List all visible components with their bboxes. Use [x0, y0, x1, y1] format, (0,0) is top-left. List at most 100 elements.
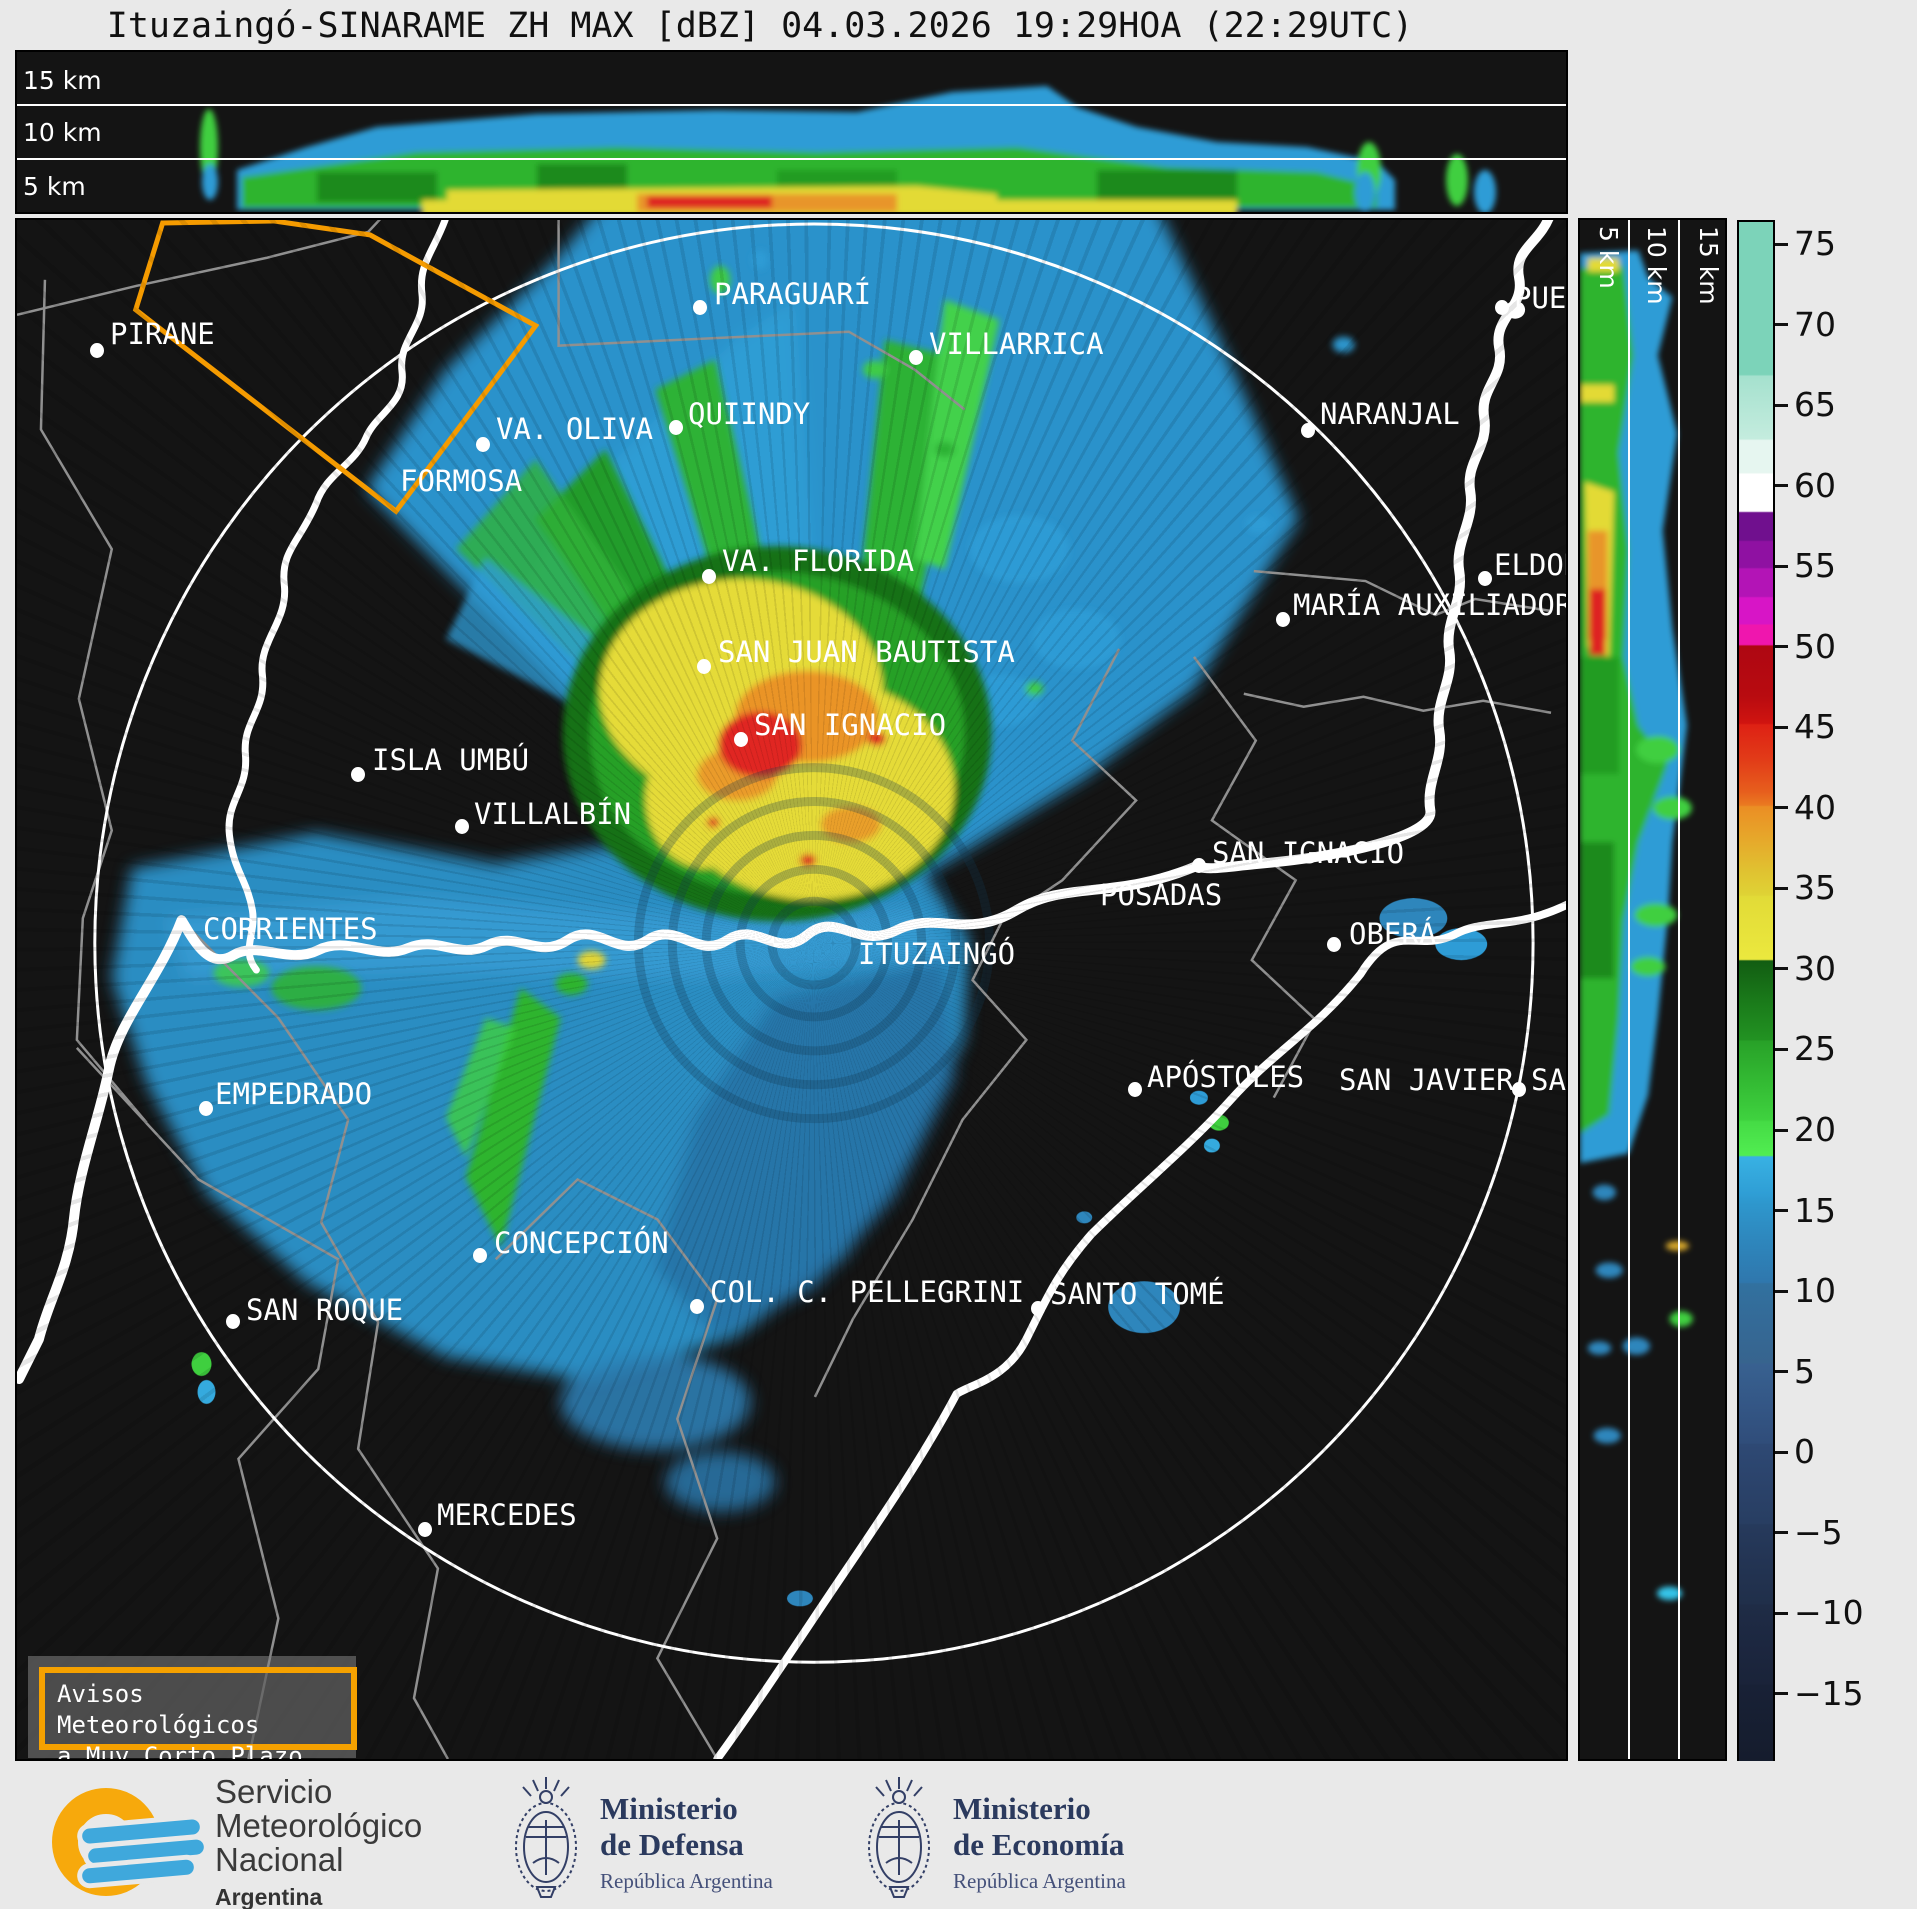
colorbar-tick-label: 55 [1794, 546, 1836, 586]
colorbar-tick-label: 65 [1794, 385, 1836, 425]
colorbar-tick-label: 0 [1794, 1432, 1815, 1472]
colorbar-tick-label: 50 [1794, 626, 1836, 666]
height-line-5km [17, 158, 1566, 160]
city-marker [669, 420, 683, 435]
footer: Servicio Meteorológico Nacional Argentin… [0, 1761, 1917, 1909]
colorbar-tick [1775, 967, 1788, 971]
colorbar-tick [1775, 806, 1788, 810]
city-label: VILLALBÍN [474, 797, 632, 831]
city-marker [455, 819, 469, 834]
warning-legend-border: Avisos Meteorológicos a Muy Corto Plazo [39, 1667, 357, 1759]
ns-cross-section-echoes [1580, 250, 1693, 1601]
economia-line3: República Argentina [953, 1869, 1126, 1893]
city-label: ITUZAINGÓ [858, 937, 1016, 971]
city-marker [90, 343, 104, 358]
city-marker [1478, 571, 1492, 586]
argentina-crest-icon [868, 1777, 930, 1898]
page-title: Ituzaingó-SINARAME ZH MAX [dBZ] 04.03.20… [106, 6, 1414, 46]
colorbar-tick-label: 5 [1794, 1351, 1815, 1391]
height-line-10km-v [1678, 220, 1680, 1759]
warning-legend-box: Avisos Meteorológicos a Muy Corto Plazo [28, 1656, 357, 1759]
height-label-15km: 15 km [23, 66, 102, 95]
colorbar-tick-label: 15 [1794, 1190, 1836, 1230]
height-line-5km-v [1628, 220, 1630, 1759]
city-label: MARÍA AUXILIADOR [1293, 588, 1568, 622]
radar-ppi-map: PIRANE VA. OLIVA FORMOSA PARAGUARÍ VILLARRIC… [15, 218, 1568, 1761]
city-label: VA. OLIVA [496, 412, 654, 446]
city-label: SAN JAVIER [1339, 1063, 1514, 1097]
city-label: VA. FLORIDA [722, 544, 915, 578]
height-label-15km-v: 15 km [1694, 226, 1723, 305]
city-label: SAN ROQUE [246, 1293, 404, 1327]
ew-cross-section-echoes [200, 86, 1496, 212]
city-marker [1128, 1082, 1142, 1097]
city-marker [697, 659, 711, 674]
warning-legend-line1: Avisos Meteorológicos [57, 1680, 260, 1739]
smn-line2: Meteorológico [215, 1807, 423, 1844]
radar-ray-texture [17, 220, 1566, 1759]
defensa-line2: de Defensa [600, 1827, 744, 1862]
colorbar-tick [1775, 1611, 1788, 1615]
colorbar-tick [1775, 725, 1788, 729]
echo-storm-core [562, 546, 992, 922]
colorbar-tick [1775, 1692, 1788, 1696]
warning-polygon [132, 220, 540, 515]
colorbar-tick [1775, 564, 1788, 568]
colorbar-tick [1775, 645, 1788, 649]
economia-line2: de Economía [953, 1827, 1125, 1862]
city-marker [476, 437, 490, 452]
colorbar-tick-label: 25 [1794, 1029, 1836, 1069]
colorbar-tick [1775, 1450, 1788, 1454]
colorbar-tick-label: −5 [1794, 1512, 1843, 1552]
colorbar-tick-label: 10 [1794, 1271, 1836, 1311]
city-marker [693, 300, 707, 315]
city-marker [418, 1522, 432, 1537]
colorbar-tick [1775, 1047, 1788, 1051]
warning-legend-line2: a Muy Corto Plazo [57, 1742, 303, 1761]
city-marker [909, 350, 923, 365]
colorbar-tick-label: 45 [1794, 707, 1836, 747]
city-label: SAI [1531, 1063, 1566, 1097]
defensa-line1: Ministerio [600, 1791, 738, 1826]
colorbar-tick-label: 20 [1794, 1110, 1836, 1150]
colorbar-tick-label: −15 [1794, 1673, 1864, 1713]
radar-map-graphics [17, 220, 1566, 1759]
city-label: QUIINDY [688, 397, 811, 431]
smn-wordmark: Servicio Meteorológico Nacional Argentin… [215, 1775, 422, 1909]
colorbar-tick [1775, 403, 1788, 407]
smn-line3: Nacional [215, 1841, 344, 1878]
city-marker [199, 1101, 213, 1116]
city-label: ISLA UMBÚ [372, 743, 530, 777]
city-label: VILLARRICA [929, 327, 1104, 361]
echo-south-green-streaks [213, 951, 606, 1248]
colorbar-tick [1775, 886, 1788, 890]
city-marker [690, 1299, 704, 1314]
economia-line1: Ministerio [953, 1791, 1091, 1826]
city-marker [1301, 423, 1315, 438]
city-marker [351, 767, 365, 782]
smn-line4: Argentina [215, 1884, 323, 1909]
colorbar-tick [1775, 323, 1788, 327]
city-marker [1276, 612, 1290, 627]
city-label: EMPEDRADO [215, 1077, 373, 1111]
range-ring [93, 222, 1535, 1664]
colorbar-tick [1775, 484, 1788, 488]
city-label: FORMOSA [400, 464, 523, 498]
city-label: SAN IGNACIO [1212, 836, 1405, 870]
height-label-10km-v: 10 km [1642, 226, 1671, 305]
height-label-10km: 10 km [23, 118, 102, 147]
height-label-5km-v: 5 km [1594, 226, 1623, 289]
city-label: SANTO TOMÉ [1050, 1277, 1225, 1311]
colorbar-tick [1775, 1531, 1788, 1535]
defensa-line3: República Argentina [600, 1869, 773, 1893]
smn-line1: Servicio [215, 1773, 333, 1810]
rivers [17, 220, 1566, 1759]
city-marker [1512, 1082, 1526, 1097]
city-label: MERCEDES [437, 1498, 577, 1532]
city-marker [473, 1248, 487, 1263]
height-line-10km [17, 104, 1566, 106]
argentina-crest-icon [515, 1777, 577, 1898]
city-label: PIRANE [110, 317, 215, 351]
city-marker [702, 569, 716, 584]
